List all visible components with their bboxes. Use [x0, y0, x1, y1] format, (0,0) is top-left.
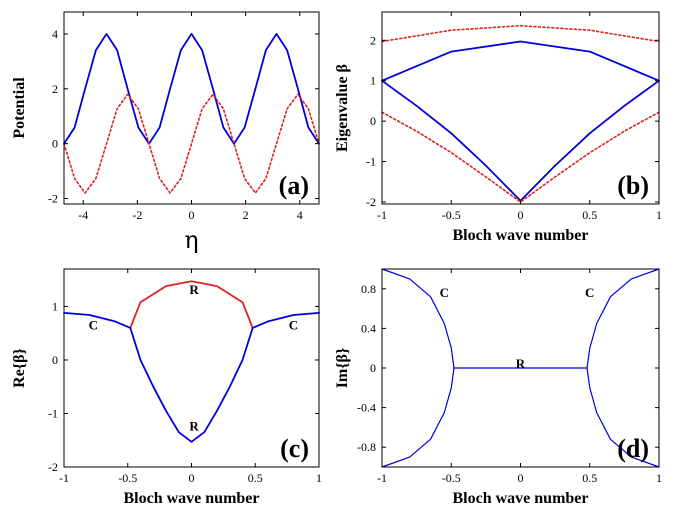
panel-d: -1 -0.5 0 0.5 1 -0.8 -0.4 0 0.4 0.8 Bloch wave num… [334, 268, 662, 507]
x-tick-label: -1 [377, 471, 387, 485]
y-axis-label: Potential [11, 77, 28, 139]
y-tick-label: 2 [52, 82, 58, 96]
x-tick-label: 4 [297, 208, 303, 222]
curve-annotation: C [89, 318, 98, 333]
panel-label: (b) [617, 171, 649, 200]
curve-annotation: R [189, 282, 199, 297]
x-tick-label: 0 [189, 471, 195, 485]
x-tick-label: 0.5 [582, 208, 597, 222]
y-tick-label: 0 [52, 137, 58, 151]
y-tick-label: 0.8 [361, 282, 376, 296]
y-tick-label: 0 [370, 114, 376, 128]
panel-label: (d) [617, 434, 649, 463]
curve-annotation: C [440, 285, 449, 300]
y-tick-label: 4 [52, 27, 58, 41]
panel-label: (a) [279, 171, 309, 200]
x-tick-label: -0.5 [442, 208, 461, 222]
x-tick-label: 0 [518, 471, 524, 485]
y-tick-label: -0.8 [357, 440, 376, 454]
x-tick-label: 0 [189, 208, 195, 222]
panel-label: (c) [280, 434, 309, 463]
y-tick-label: -2 [366, 195, 376, 209]
x-tick-label: 1 [656, 471, 662, 485]
x-tick-label: -0.5 [442, 471, 461, 485]
x-tick-label: -1 [377, 208, 387, 222]
series-line-b-1 [381, 40, 660, 82]
x-tick-label: 1 [316, 471, 322, 485]
curve-annotation: R [516, 356, 526, 371]
x-axis-label: Bloch wave number [453, 490, 589, 507]
y-tick-label: -1 [366, 155, 376, 169]
curve-annotation: R [189, 418, 199, 433]
x-tick-label: 0.5 [582, 471, 597, 485]
x-tick-label: -1 [59, 471, 69, 485]
series-line-a-0 [63, 33, 320, 145]
y-axis-label: Re{β} [11, 348, 28, 388]
series-line-c-0 [63, 311, 132, 329]
y-tick-label: -2 [48, 192, 58, 206]
y-tick-label: 2 [370, 33, 376, 47]
series-line-b-0 [381, 24, 660, 43]
x-axis-label: Bloch wave number [124, 490, 260, 507]
y-tick-label: -2 [48, 460, 58, 474]
x-tick-label: 0 [518, 208, 524, 222]
x-axis-label: η [184, 226, 198, 254]
y-tick-label: 1 [52, 299, 58, 313]
series-line-c-2 [129, 280, 254, 329]
series-line-a-1 [63, 93, 320, 194]
y-tick-label: 0.4 [361, 321, 376, 335]
curve-annotation: C [289, 318, 298, 333]
series-line-c-3 [129, 326, 254, 443]
y-tick-label: 0 [52, 353, 58, 367]
y-axis-label: Eigenvalue β [334, 64, 351, 152]
series-line-c-1 [251, 311, 320, 329]
panel-a: -4 -2 0 2 4 -2 0 2 4 η Potential (a) [11, 11, 320, 254]
y-tick-label: -1 [48, 406, 58, 420]
x-tick-label: 0.5 [248, 471, 263, 485]
x-tick-label: 1 [656, 208, 662, 222]
y-tick-label: -0.4 [357, 401, 376, 415]
y-tick-label: 0 [370, 361, 376, 375]
x-tick-label: -2 [132, 208, 142, 222]
y-axis-label: Im{β} [334, 348, 351, 389]
x-axis-label: Bloch wave number [453, 227, 589, 244]
x-tick-label: -0.5 [118, 471, 137, 485]
y-tick-label: 1 [370, 74, 376, 88]
x-tick-label: -4 [78, 208, 88, 222]
x-tick-label: 2 [243, 208, 249, 222]
curve-annotation: C [585, 285, 594, 300]
